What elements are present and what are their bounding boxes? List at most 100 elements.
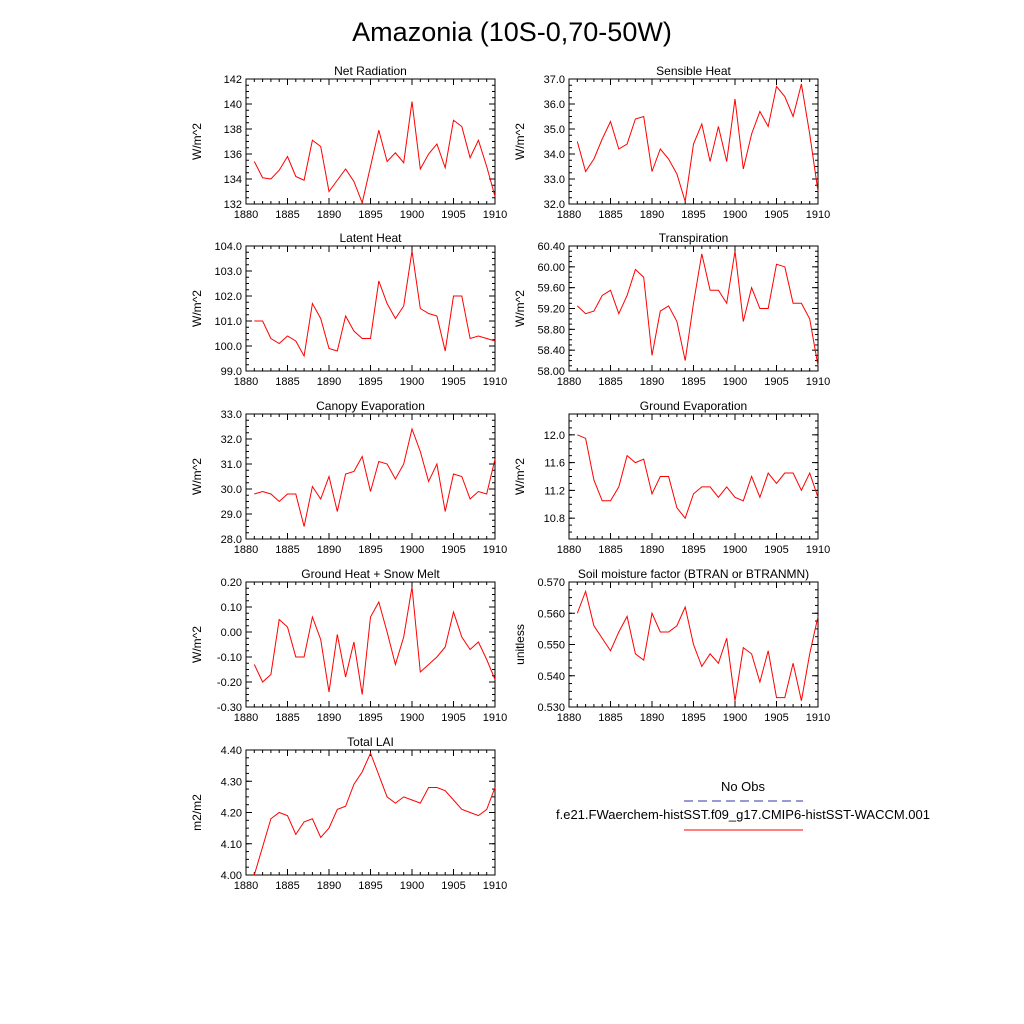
y-tick-label: 4.10 <box>221 839 242 851</box>
y-tick-label: 34.0 <box>544 149 565 161</box>
x-tick-label: 1900 <box>723 209 747 221</box>
y-axis-label: W/m^2 <box>513 290 527 327</box>
panel-2: Sensible Heat W/m^2 1880 1885 1890 1895 1900 19… <box>513 64 830 221</box>
x-tick-label: 1880 <box>234 712 258 724</box>
x-tick-label: 1900 <box>400 712 424 724</box>
plot-frame <box>245 749 496 876</box>
y-tick-label: 140 <box>224 99 242 111</box>
x-tick-label: 1885 <box>598 376 622 388</box>
x-tick-label: 1890 <box>317 209 341 221</box>
x-tick-label: 1905 <box>441 209 465 221</box>
series-line <box>253 101 496 205</box>
x-tick-label: 1905 <box>764 376 788 388</box>
plot-frame <box>568 413 819 540</box>
x-tick-label: 1885 <box>598 712 622 724</box>
panel-title: Ground Heat + Snow Melt <box>301 567 440 581</box>
y-tick-label: 30.0 <box>221 484 242 496</box>
y-tick-label: 60.40 <box>537 241 565 253</box>
legend: No Obs f.e21.FWaerchem-histSST.f09_g17.CM… <box>556 779 930 831</box>
x-tick-label: 1885 <box>275 376 299 388</box>
y-tick-label: 58.00 <box>537 366 565 378</box>
y-tick-label: 4.20 <box>221 808 242 820</box>
x-tick-label: 1910 <box>806 544 830 556</box>
panel-title: Latent Heat <box>339 231 402 245</box>
x-tick-label: 1880 <box>557 209 581 221</box>
x-tick-label: 1890 <box>317 712 341 724</box>
x-tick-label: 1890 <box>640 712 664 724</box>
x-tick-label: 1890 <box>317 544 341 556</box>
y-tick-label: 4.00 <box>221 870 242 882</box>
y-tick-label: 0.00 <box>221 627 242 639</box>
x-tick-label: 1900 <box>400 209 424 221</box>
panel-title: Soil moisture factor (BTRAN or BTRANMN) <box>578 567 809 581</box>
plot-frame <box>245 413 496 540</box>
y-tick-label: 102.0 <box>214 291 242 303</box>
y-tick-label: 104.0 <box>214 241 242 253</box>
x-tick-label: 1910 <box>806 209 830 221</box>
panel-7: Ground Heat + Snow Melt W/m^2 1880 1885 1890… <box>190 567 507 724</box>
x-tick-label: 1885 <box>598 209 622 221</box>
x-tick-label: 1895 <box>358 376 382 388</box>
panel-9: Total LAI m2/m2 1880 1885 1890 1895 1900 1905 19… <box>190 735 507 892</box>
y-tick-label: 132 <box>224 199 242 211</box>
y-axis-label: unitless <box>513 624 527 665</box>
plot-frame <box>245 245 496 372</box>
y-tick-label: 31.0 <box>221 459 242 471</box>
y-tick-label: 101.0 <box>214 316 242 328</box>
x-tick-label: 1880 <box>234 376 258 388</box>
x-tick-label: 1885 <box>275 209 299 221</box>
y-tick-label: 100.0 <box>214 341 242 353</box>
y-tick-label: 11.2 <box>544 485 565 497</box>
y-axis-label: W/m^2 <box>513 123 527 160</box>
panel-title: Sensible Heat <box>656 64 731 78</box>
y-tick-label: 10.8 <box>544 513 565 525</box>
x-tick-label: 1900 <box>400 880 424 892</box>
y-tick-label: 59.60 <box>537 283 565 295</box>
y-tick-label: 0.570 <box>537 577 565 589</box>
x-tick-label: 1880 <box>234 880 258 892</box>
y-tick-label: 35.0 <box>544 124 565 136</box>
x-tick-label: 1905 <box>764 209 788 221</box>
panels: Net Radiation W/m^2 1880 1885 1890 1895 1900 19… <box>190 64 830 892</box>
x-tick-label: 1885 <box>275 880 299 892</box>
x-tick-label: 1905 <box>441 880 465 892</box>
y-tick-label: 99.0 <box>221 366 242 378</box>
x-tick-label: 1905 <box>441 376 465 388</box>
x-tick-label: 1890 <box>317 880 341 892</box>
x-tick-label: 1885 <box>598 544 622 556</box>
x-tick-label: 1910 <box>483 712 507 724</box>
x-tick-label: 1895 <box>358 544 382 556</box>
x-tick-label: 1905 <box>764 544 788 556</box>
panel-4: Transpiration W/m^2 1880 1885 1890 1895 1900 19… <box>513 231 830 388</box>
y-tick-label: 142 <box>224 74 242 86</box>
x-tick-label: 1895 <box>358 712 382 724</box>
y-tick-label: 0.530 <box>537 702 565 714</box>
series-line <box>254 427 496 527</box>
x-tick-label: 1895 <box>681 376 705 388</box>
series-line <box>253 586 496 695</box>
panel-title: Total LAI <box>347 735 394 749</box>
x-tick-label: 1880 <box>557 712 581 724</box>
x-tick-label: 1910 <box>806 712 830 724</box>
y-tick-label: 103.0 <box>214 266 242 278</box>
plot-frame <box>245 581 496 708</box>
panel-title: Transpiration <box>659 231 729 245</box>
panel-title: Net Radiation <box>334 64 407 78</box>
x-tick-label: 1880 <box>557 544 581 556</box>
y-tick-label: 0.550 <box>537 640 565 652</box>
x-tick-label: 1910 <box>483 880 507 892</box>
x-tick-label: 1895 <box>358 880 382 892</box>
panel-3: Latent Heat W/m^2 1880 1885 1890 1895 1900 1905… <box>190 231 507 388</box>
panel-1: Net Radiation W/m^2 1880 1885 1890 1895 1900 19… <box>190 64 507 221</box>
panel-8: Soil moisture factor (BTRAN or BTRANMN) u… <box>513 567 830 724</box>
x-tick-label: 1900 <box>723 376 747 388</box>
y-tick-label: 29.0 <box>221 509 242 521</box>
y-tick-label: 32.0 <box>221 434 242 446</box>
y-tick-label: 33.0 <box>221 409 242 421</box>
y-axis-label: m2/m2 <box>190 794 204 831</box>
x-tick-label: 1885 <box>275 712 299 724</box>
x-tick-label: 1900 <box>723 712 747 724</box>
x-tick-label: 1890 <box>317 376 341 388</box>
y-tick-label: 36.0 <box>544 99 565 111</box>
plot-frame <box>245 78 496 205</box>
